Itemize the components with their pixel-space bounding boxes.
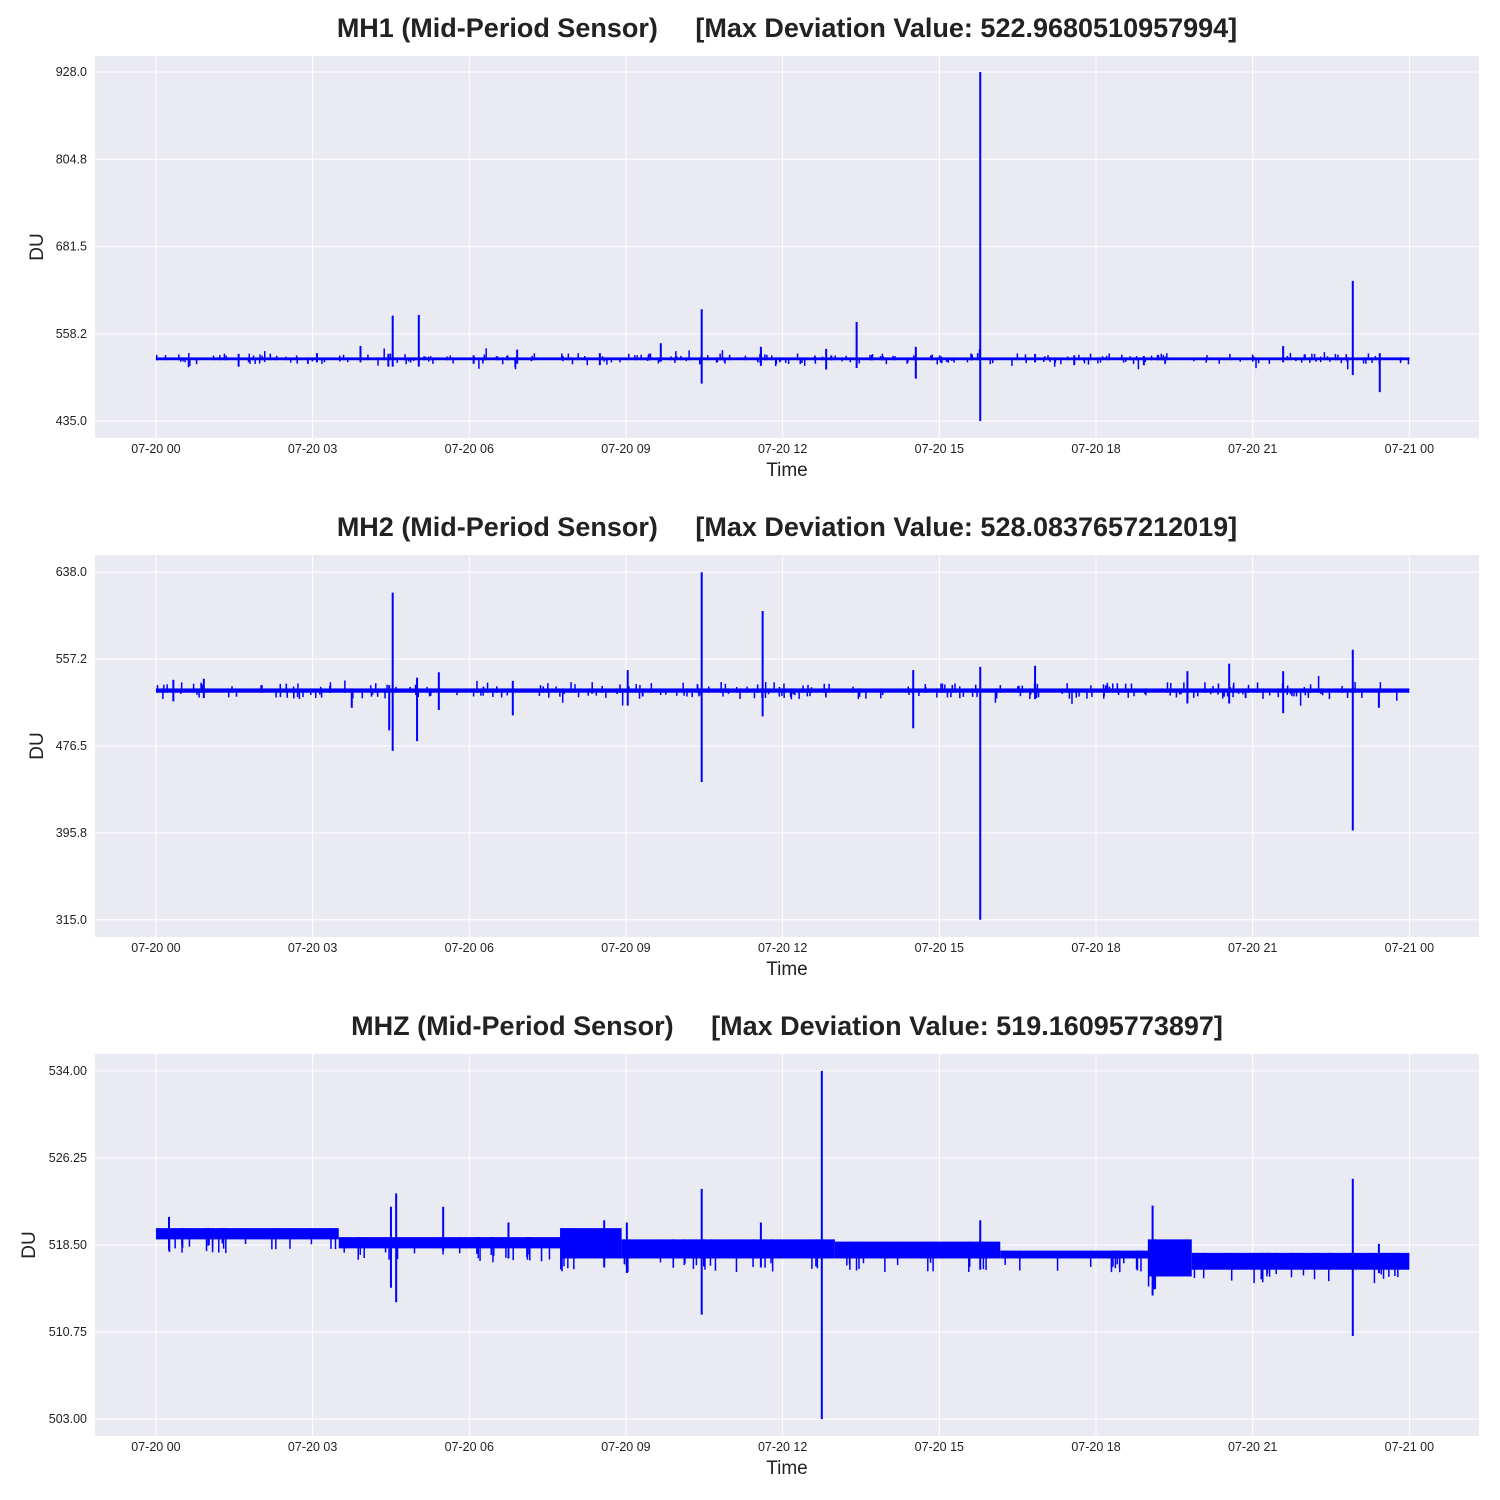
x-tick-label: 07-21 00 xyxy=(1385,442,1434,456)
series-band xyxy=(155,1228,339,1240)
x-tick-label: 07-20 06 xyxy=(445,941,494,955)
x-tick-label: 07-20 12 xyxy=(758,1440,807,1454)
y-axis-label: DU xyxy=(19,1231,40,1258)
tick-labels: 07-20 00 07-20 03 07-20 06 07-20 09 07-20 12… xyxy=(56,565,1434,955)
y-tick-label: 476.5 xyxy=(56,739,87,753)
x-tick-label: 07-20 03 xyxy=(288,941,337,955)
data-series xyxy=(155,572,1410,920)
series-band xyxy=(834,1241,1001,1259)
y-tick-label: 395.8 xyxy=(56,826,87,840)
y-tick-label: 558.2 xyxy=(56,327,87,341)
gridlines xyxy=(95,555,1479,937)
y-tick-label: 557.2 xyxy=(56,652,87,666)
x-tick-label: 07-20 15 xyxy=(915,1440,964,1454)
chart-title: MHZ (Mid-Period Sensor) [Max Deviation V… xyxy=(351,1011,1223,1041)
series-band xyxy=(621,1239,835,1259)
y-tick-label: 510.75 xyxy=(49,1325,87,1339)
x-tick-label: 07-20 12 xyxy=(758,442,807,456)
x-tick-label: 07-20 00 xyxy=(131,442,180,456)
series-band xyxy=(338,1237,561,1249)
x-axis-label: Time xyxy=(766,460,808,481)
x-axis-label: Time xyxy=(766,959,808,980)
x-tick-label: 07-20 03 xyxy=(288,1440,337,1454)
series-band xyxy=(1000,1250,1149,1259)
y-tick-label: 518.50 xyxy=(49,1238,87,1252)
chart-title: MH1 (Mid-Period Sensor) [Max Deviation V… xyxy=(336,13,1238,43)
series-line xyxy=(155,357,1410,361)
gridlines xyxy=(95,56,1479,438)
x-tick-label: 07-20 06 xyxy=(445,442,494,456)
tick-labels: 07-20 00 07-20 03 07-20 06 07-20 09 07-20 12… xyxy=(49,1064,1434,1454)
x-tick-label: 07-20 15 xyxy=(915,941,964,955)
series-band xyxy=(560,1228,622,1259)
x-tick-label: 07-20 09 xyxy=(601,1440,650,1454)
series-band xyxy=(1191,1252,1410,1270)
x-tick-label: 07-20 21 xyxy=(1228,442,1277,456)
y-tick-label: 928.0 xyxy=(56,65,87,79)
chart-title: MH2 (Mid-Period Sensor) [Max Deviation V… xyxy=(336,512,1238,542)
data-series xyxy=(155,1070,1410,1420)
y-tick-label: 534.00 xyxy=(49,1064,87,1078)
x-tick-label: 07-20 18 xyxy=(1071,442,1120,456)
x-tick-label: 07-20 18 xyxy=(1071,1440,1120,1454)
x-axis-label: Time xyxy=(766,1458,808,1479)
chart-svg: 07-20 00 07-20 03 07-20 06 07-20 09 07-20 12… xyxy=(19,1054,1479,1479)
x-tick-label: 07-20 09 xyxy=(601,941,650,955)
x-tick-label: 07-20 00 xyxy=(131,941,180,955)
y-tick-label: 638.0 xyxy=(56,565,87,579)
x-tick-label: 07-20 09 xyxy=(601,442,650,456)
y-axis-label: DU xyxy=(27,233,48,260)
chart-panel-mh1: MH1 (Mid-Period Sensor) [Max Deviation V… xyxy=(0,0,1500,500)
chart-panel-mhz: MHZ (Mid-Period Sensor) [Max Deviation V… xyxy=(0,998,1500,1498)
chart-svg: 07-20 00 07-20 03 07-20 06 07-20 09 07-20 12… xyxy=(27,56,1479,481)
x-tick-label: 07-20 03 xyxy=(288,442,337,456)
x-tick-label: 07-20 18 xyxy=(1071,941,1120,955)
x-tick-label: 07-21 00 xyxy=(1385,941,1434,955)
x-tick-label: 07-20 06 xyxy=(445,1440,494,1454)
y-axis-label: DU xyxy=(27,732,48,759)
y-tick-label: 315.0 xyxy=(56,913,87,927)
x-tick-label: 07-21 00 xyxy=(1385,1440,1434,1454)
gridlines xyxy=(95,1054,1479,1436)
x-tick-label: 07-20 15 xyxy=(915,442,964,456)
data-series xyxy=(155,72,1410,422)
y-tick-label: 435.0 xyxy=(56,414,87,428)
x-tick-label: 07-20 12 xyxy=(758,941,807,955)
y-tick-label: 503.00 xyxy=(49,1412,87,1426)
chart-svg: 07-20 00 07-20 03 07-20 06 07-20 09 07-20 12… xyxy=(27,555,1479,980)
chart-panel-mh2: MH2 (Mid-Period Sensor) [Max Deviation V… xyxy=(0,499,1500,999)
y-tick-label: 681.5 xyxy=(56,240,87,254)
y-tick-label: 526.25 xyxy=(49,1151,87,1165)
x-tick-label: 07-20 00 xyxy=(131,1440,180,1454)
tick-labels: 07-20 00 07-20 03 07-20 06 07-20 09 07-20 12… xyxy=(56,65,1434,456)
x-tick-label: 07-20 21 xyxy=(1228,1440,1277,1454)
y-tick-label: 804.8 xyxy=(56,152,87,166)
x-tick-label: 07-20 21 xyxy=(1228,941,1277,955)
